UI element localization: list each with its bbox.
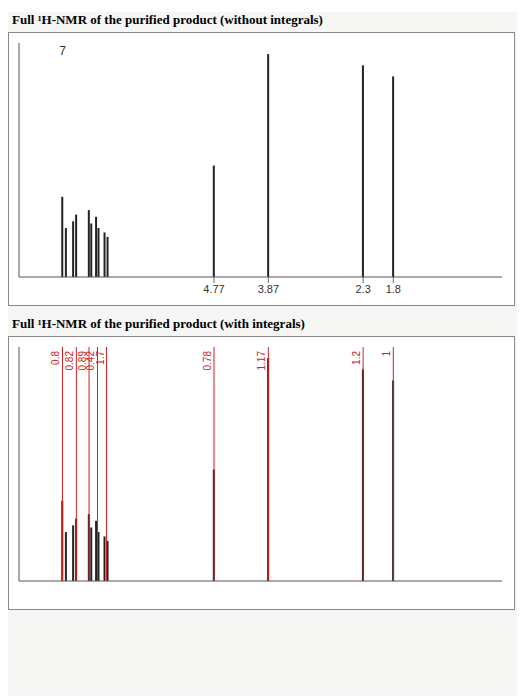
svg-text:0.82: 0.82 xyxy=(64,351,75,371)
html-text:Full ¹H-NMR of the purified pr: Full ¹H-NMR of the purified product (wit… xyxy=(12,316,305,331)
svg-text:0.42: 0.42 xyxy=(85,351,97,371)
svg-text:1.17: 1.17 xyxy=(256,351,267,371)
svg-text:3.87: 3.87 xyxy=(258,283,279,295)
html-text:Full ¹H-NMR of the purified pr: Full ¹H-NMR of the purified product (wit… xyxy=(12,12,323,27)
svg-text:1: 1 xyxy=(381,351,392,357)
svg-text:4.77: 4.77 xyxy=(203,283,224,295)
svg-text:0.8: 0.8 xyxy=(50,351,61,365)
svg-text:2.3: 2.3 xyxy=(355,283,370,295)
svg-text:1.7: 1.7 xyxy=(95,351,106,365)
svg-text:0.78: 0.78 xyxy=(202,351,213,371)
svg-text:1.8: 1.8 xyxy=(386,283,401,295)
svg-text:0.89: 0.89 xyxy=(77,351,88,371)
svg-text:7: 7 xyxy=(59,44,66,58)
svg-text:1.2: 1.2 xyxy=(351,351,362,365)
